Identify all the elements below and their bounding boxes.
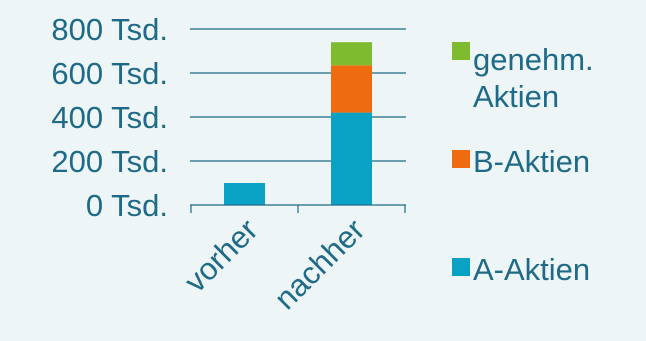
bar-segment <box>224 183 265 205</box>
legend-label: B-Aktien <box>473 144 590 179</box>
bar-segment <box>331 42 372 66</box>
axes <box>190 204 406 213</box>
bars <box>224 42 372 205</box>
legend-swatch <box>452 258 470 276</box>
grid-lines <box>190 28 406 162</box>
legend-label: Aktien <box>473 79 559 114</box>
y-tick-label: 800 Tsd. <box>51 12 168 47</box>
bar-segment <box>331 112 372 205</box>
y-tick-label: 200 Tsd. <box>51 144 168 179</box>
x-category-label: vorher <box>178 212 265 299</box>
legend-label: A-Aktien <box>473 252 590 287</box>
y-tick-label: 0 Tsd. <box>86 188 168 223</box>
y-tick-label: 600 Tsd. <box>51 56 168 91</box>
x-category-label: nachher <box>267 212 371 316</box>
legend-label: genehm. <box>473 42 594 77</box>
legend-swatch <box>452 150 470 168</box>
legend: genehm.Aktien B-Aktien A-Aktien <box>452 42 594 287</box>
legend-swatch <box>452 42 470 60</box>
y-axis-ticks: 0 Tsd. 200 Tsd. 400 Tsd. 600 Tsd. 800 Tsd. <box>51 12 168 223</box>
x-axis-categories: vorher nachher <box>178 212 372 316</box>
bar-segment <box>331 65 372 113</box>
y-tick-label: 400 Tsd. <box>51 100 168 135</box>
